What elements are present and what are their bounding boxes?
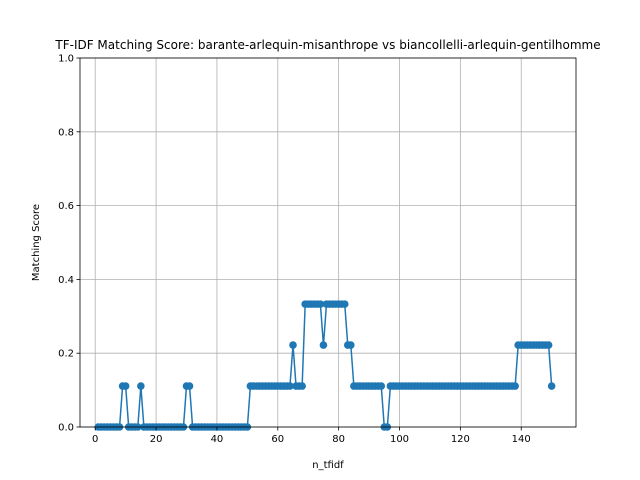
series-group (94, 300, 556, 431)
plot-frame (79, 57, 577, 428)
x-tick-label: 140 (512, 434, 531, 445)
data-point (319, 341, 328, 349)
y-tick-label: 1.0 (58, 54, 74, 65)
data-point (286, 382, 294, 390)
y-tick-label: 0.0 (58, 423, 74, 434)
data-point (185, 382, 194, 390)
y-axis-title: Matching Score (31, 204, 42, 281)
y-tick-label: 0.4 (58, 275, 74, 286)
x-tick-label: 0 (92, 434, 98, 445)
x-axis-title: n_tfidf (312, 460, 344, 471)
data-point (547, 382, 556, 390)
x-axis-ticks: 0 20 40 60 80 100 120 140 (92, 427, 531, 445)
data-point (316, 300, 325, 308)
x-tick-label: 40 (211, 434, 224, 445)
data-point (121, 382, 130, 390)
y-tick-label: 0.8 (58, 127, 74, 138)
y-tick-label: 0.2 (58, 349, 74, 360)
data-point (289, 341, 297, 349)
grid-lines (80, 57, 576, 428)
chart-title: TF-IDF Matching Score: barante-arlequin-… (54, 38, 600, 52)
data-point (347, 341, 355, 349)
data-point (377, 382, 386, 390)
data-point (544, 341, 553, 349)
x-tick-label: 60 (271, 434, 284, 445)
x-tick-label: 100 (390, 434, 409, 445)
x-tick-label: 80 (332, 434, 345, 445)
data-point (137, 382, 145, 390)
y-tick-label: 0.6 (58, 201, 74, 212)
y-axis-ticks: 0.0 0.2 0.4 0.6 0.8 1.0 (58, 54, 80, 434)
series-line (98, 303, 553, 428)
x-tick-label: 20 (150, 434, 163, 445)
data-point (298, 382, 306, 390)
data-point (340, 300, 349, 308)
x-tick-label: 120 (451, 434, 470, 445)
data-point (511, 382, 519, 390)
